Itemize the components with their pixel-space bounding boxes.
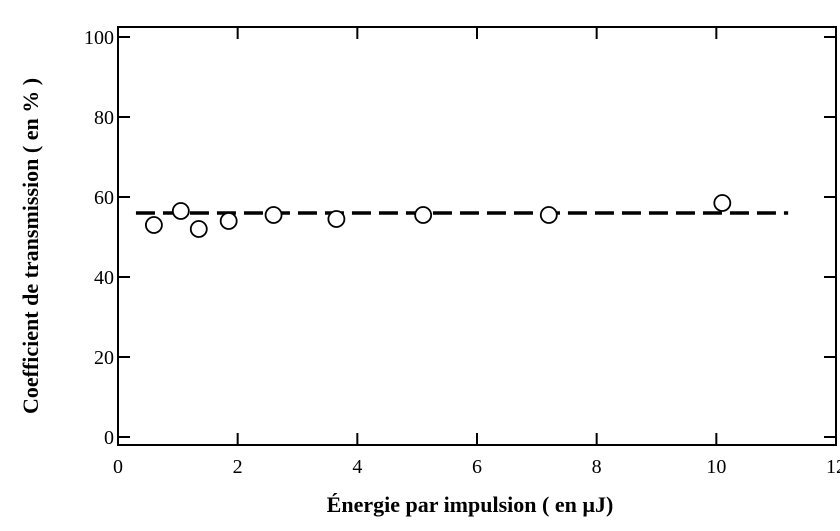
x-axis-title: Énergie par impulsion ( en µJ) xyxy=(327,492,614,517)
x-tick-label-6: 12 xyxy=(826,456,840,478)
x-tick-label-0: 0 xyxy=(113,456,123,478)
y-tick-label-3: 60 xyxy=(94,187,114,209)
y-tick-label-2: 40 xyxy=(94,267,114,289)
data-point-4 xyxy=(264,206,283,224)
x-tick-label-5: 10 xyxy=(706,456,726,478)
data-point-0 xyxy=(144,216,163,234)
data-point-3 xyxy=(219,212,238,230)
x-tick-label-4: 8 xyxy=(592,456,602,478)
data-points xyxy=(144,194,732,238)
plot-frame xyxy=(117,26,837,446)
y-axis-title: Coefficient de transmission ( en % ) xyxy=(18,78,43,414)
data-point-8 xyxy=(713,194,732,212)
y-tick-label-4: 80 xyxy=(94,107,114,129)
data-point-1 xyxy=(171,202,190,220)
y-tick-label-5: 100 xyxy=(84,27,114,49)
x-tick-label-3: 6 xyxy=(472,456,482,478)
data-point-7 xyxy=(539,206,558,224)
y-tick-label-0: 0 xyxy=(104,427,114,449)
data-point-6 xyxy=(414,206,433,224)
x-tick-label-1: 2 xyxy=(233,456,243,478)
x-tick-label-2: 4 xyxy=(352,456,362,478)
y-tick-label-1: 20 xyxy=(94,347,114,369)
data-point-5 xyxy=(327,210,346,228)
tick-labels: 0 2 4 6 8 10 12 0 20 40 60 80 100 xyxy=(84,27,840,478)
data-point-2 xyxy=(189,220,208,238)
axis-ticks xyxy=(117,27,837,445)
